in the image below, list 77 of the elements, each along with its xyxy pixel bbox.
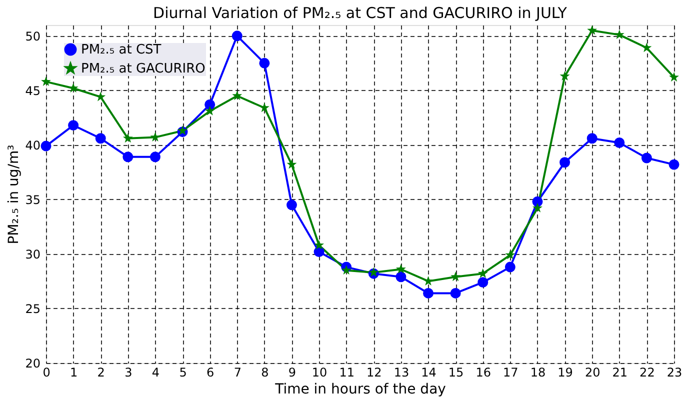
x-tick-label: 18 bbox=[530, 366, 546, 380]
x-tick-label: 23 bbox=[666, 366, 682, 380]
point bbox=[95, 133, 106, 144]
x-tick-label: 10 bbox=[312, 366, 328, 380]
y-tick-label: 35 bbox=[25, 192, 40, 207]
point bbox=[532, 196, 543, 207]
point bbox=[423, 276, 434, 286]
point bbox=[122, 152, 134, 162]
point bbox=[642, 42, 652, 52]
point bbox=[204, 106, 215, 116]
point bbox=[314, 246, 324, 258]
point bbox=[314, 240, 324, 250]
x-tick-label: 20 bbox=[584, 366, 600, 380]
x-tick-label: 14 bbox=[421, 366, 436, 380]
x-tick-label: 9 bbox=[288, 366, 296, 380]
x-tick-label: 3 bbox=[124, 366, 132, 380]
point bbox=[614, 138, 625, 148]
y-tick-label: 45 bbox=[25, 84, 40, 98]
point bbox=[396, 264, 406, 274]
point bbox=[450, 272, 461, 282]
point bbox=[423, 288, 434, 298]
point bbox=[259, 58, 270, 68]
x-tick-label: 15 bbox=[448, 366, 464, 380]
y-tick-label: 50 bbox=[25, 29, 40, 44]
x-tick-label: 5 bbox=[179, 366, 187, 380]
point bbox=[587, 25, 598, 35]
x-tick-label: 19 bbox=[558, 366, 573, 380]
point bbox=[68, 120, 79, 131]
x-tick-label: 0 bbox=[42, 366, 50, 380]
point bbox=[286, 200, 297, 210]
point bbox=[122, 133, 133, 143]
x-tick-label: 7 bbox=[234, 366, 242, 380]
x-tick-label: 21 bbox=[612, 366, 628, 380]
x-tick-label: 13 bbox=[394, 366, 410, 380]
point bbox=[150, 152, 160, 162]
point bbox=[614, 30, 624, 40]
x-tick-label: 2 bbox=[97, 366, 105, 380]
legend-label: PM₂.₅ at GACURIRO bbox=[81, 62, 206, 76]
x-tick-label: 17 bbox=[503, 366, 518, 380]
point bbox=[232, 30, 242, 42]
y-tick-label: 40 bbox=[25, 138, 40, 152]
point bbox=[586, 133, 598, 144]
y-tick-label: 25 bbox=[25, 302, 40, 316]
x-axis-title: Time in hours of the day bbox=[274, 382, 446, 398]
point bbox=[504, 262, 516, 272]
legend-label: PM₂.₅ at CST bbox=[81, 42, 162, 58]
x-tick-label: 6 bbox=[206, 366, 214, 380]
point bbox=[478, 268, 488, 278]
chart-title: Diurnal Variation of PM₂.₅ at CST and GACURIRO in JULY bbox=[153, 4, 568, 22]
y-tick-label: 30 bbox=[25, 247, 40, 262]
point bbox=[40, 140, 52, 152]
point bbox=[259, 102, 270, 112]
x-tick-label: 8 bbox=[261, 366, 269, 380]
point bbox=[232, 90, 242, 100]
point bbox=[641, 152, 652, 164]
point bbox=[560, 157, 570, 168]
point bbox=[286, 159, 297, 169]
x-tick-label: 16 bbox=[476, 366, 492, 380]
point bbox=[669, 72, 679, 82]
point bbox=[532, 202, 542, 212]
x-tick-label: 22 bbox=[640, 366, 655, 380]
point bbox=[450, 288, 461, 298]
point bbox=[341, 265, 352, 275]
x-tick-label: 1 bbox=[70, 366, 78, 380]
y-tick-label: 20 bbox=[25, 356, 40, 370]
point bbox=[560, 71, 570, 80]
x-tick-label: 4 bbox=[152, 366, 160, 380]
point bbox=[204, 99, 216, 110]
point bbox=[668, 159, 680, 170]
x-tick-label: 11 bbox=[339, 366, 354, 380]
y-axis-title: PM₂.₅ in ug/m³ bbox=[6, 144, 22, 244]
point bbox=[96, 92, 106, 102]
point bbox=[41, 76, 51, 86]
point bbox=[478, 277, 488, 288]
point bbox=[396, 272, 406, 282]
point bbox=[505, 250, 516, 260]
x-tick-label: 12 bbox=[366, 366, 382, 380]
